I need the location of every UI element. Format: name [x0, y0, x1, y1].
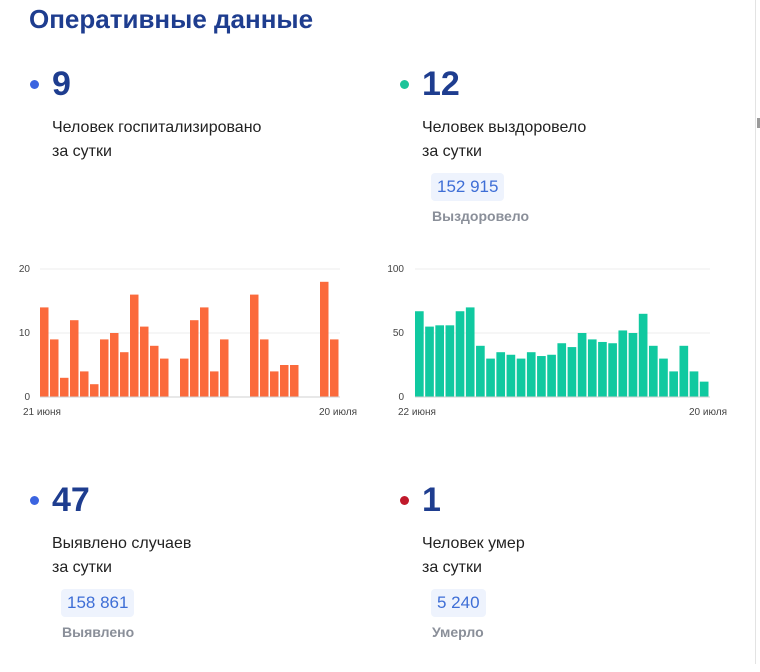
recovered-bar — [638, 313, 648, 397]
green-dot-icon — [400, 80, 409, 89]
deaths-count: 1 — [422, 481, 441, 519]
hospitalized-bar — [50, 339, 59, 397]
blue-dot-icon — [30, 496, 39, 505]
hospitalized-desc-line1: Человек госпитализировано — [52, 119, 262, 136]
deaths-desc-line1: Человек умер — [422, 535, 525, 552]
recovered-daily-bar-chart: 100 50 0 22 июня 20 июля — [387, 264, 727, 418]
y-tick-label: 0 — [398, 392, 404, 403]
hospitalized-bar — [270, 371, 279, 397]
recovered-count: 12 — [422, 65, 460, 103]
detected-total-badge: 158 861 — [61, 589, 135, 617]
recovered-bar — [669, 371, 678, 397]
hospitalized-bar — [210, 371, 219, 397]
recovered-bar — [537, 356, 546, 397]
recovered-description: Человек выздоровело за сутки — [422, 116, 586, 164]
x-end-label: 20 июля — [689, 407, 727, 418]
x-start-label: 22 июня — [398, 407, 436, 418]
x-start-label: 21 июня — [23, 407, 61, 418]
hospitalized-bar — [220, 339, 229, 397]
y-tick-label: 0 — [24, 392, 30, 403]
recovered-bar — [476, 345, 485, 397]
recovered-bar — [689, 371, 699, 397]
x-end-label: 20 июля — [319, 407, 357, 418]
detected-count: 47 — [52, 481, 90, 519]
hospitalized-bar — [190, 320, 199, 397]
recovered-bar — [679, 345, 689, 397]
y-tick-label: 20 — [19, 264, 31, 275]
hospitalized-daily-bar-chart: 20 10 0 21 июня 20 июля — [19, 264, 357, 418]
y-tick-label: 100 — [387, 264, 404, 275]
hospitalized-bar — [250, 294, 259, 397]
hospitalized-bar — [290, 365, 299, 397]
recovered-bar — [567, 347, 577, 397]
recovered-bar — [577, 333, 587, 397]
deaths-total-badge: 5 240 — [431, 589, 486, 617]
recovered-desc-line1: Человек выздоровело — [422, 119, 587, 136]
recovered-total-label: Выздоровело — [432, 208, 530, 224]
hospitalized-bar — [320, 281, 329, 397]
hospitalized-bar — [160, 358, 169, 397]
hospitalized-bar — [120, 352, 129, 397]
deaths-total-label: Умерло — [432, 624, 484, 640]
recovered-bar — [618, 330, 628, 397]
hospitalized-bar — [70, 320, 79, 397]
recovered-bar — [506, 354, 516, 397]
recovered-bar — [648, 345, 658, 397]
hospitalized-bar — [100, 339, 109, 397]
recovered-bar — [659, 358, 668, 397]
recovered-desc-line2: за сутки — [422, 143, 482, 160]
recovered-bar — [445, 325, 455, 397]
recovered-bar — [465, 307, 475, 397]
hospitalized-bar — [280, 365, 289, 397]
recovered-bar — [587, 339, 597, 397]
hospitalized-bar — [330, 339, 339, 397]
hospitalized-bar — [130, 294, 139, 397]
page-title: Оперативные данные — [29, 4, 314, 34]
scroll-edge-line — [755, 0, 756, 664]
recovered-bar — [699, 381, 709, 397]
red-dot-icon — [400, 496, 409, 505]
recovered-bar — [557, 343, 567, 397]
recovered-bar — [628, 333, 638, 397]
hospitalized-desc-line2: за сутки — [52, 143, 112, 160]
stat-hospitalized: 9 Человек госпитализировано за сутки — [29, 65, 359, 256]
hospitalized-count: 9 — [52, 65, 71, 103]
stat-recovered: 12 Человек выздоровело за сутки 152 915 … — [399, 65, 729, 256]
recovered-bar — [425, 326, 434, 397]
stat-deaths: 1 Человек умер за сутки 5 240 Умерло — [399, 481, 729, 672]
hospitalized-bar — [60, 377, 69, 397]
hospitalized-bar — [200, 307, 209, 397]
recovered-total-badge: 152 915 — [431, 173, 505, 201]
recovered-bar — [455, 311, 465, 397]
hospitalized-bar — [150, 345, 159, 397]
recovered-bar — [516, 358, 526, 397]
recovered-bar — [526, 352, 536, 397]
recovered-bar — [598, 341, 607, 397]
recovered-bar — [415, 311, 424, 397]
hospitalized-bar — [80, 371, 89, 397]
recovered-bar — [496, 352, 506, 397]
hospitalized-description: Человек госпитализировано за сутки — [52, 116, 261, 164]
detected-desc-line2: за сутки — [52, 559, 112, 576]
detected-desc-line1: Выявлено случаев — [52, 535, 192, 552]
blue-dot-icon — [30, 80, 39, 89]
hospitalized-bar — [260, 339, 269, 397]
stat-detected: 47 Выявлено случаев за сутки 158 861 Выя… — [29, 481, 359, 672]
hospitalized-bar — [40, 307, 49, 397]
detected-total-label: Выявлено — [62, 624, 135, 640]
recovered-bar — [435, 325, 445, 397]
recovered-bar — [547, 354, 556, 397]
y-tick-label: 50 — [393, 328, 405, 339]
scroll-edge-marker — [757, 118, 760, 128]
recovered-bar — [608, 343, 617, 397]
deaths-description: Человек умер за сутки — [422, 532, 525, 580]
detected-description: Выявлено случаев за сутки — [52, 532, 191, 580]
hospitalized-bar — [110, 333, 119, 397]
hospitalized-bar — [140, 326, 149, 397]
recovered-bar — [486, 358, 495, 397]
deaths-desc-line2: за сутки — [422, 559, 482, 576]
hospitalized-bar — [180, 358, 189, 397]
y-tick-label: 10 — [19, 328, 31, 339]
hospitalized-bar — [90, 384, 99, 397]
